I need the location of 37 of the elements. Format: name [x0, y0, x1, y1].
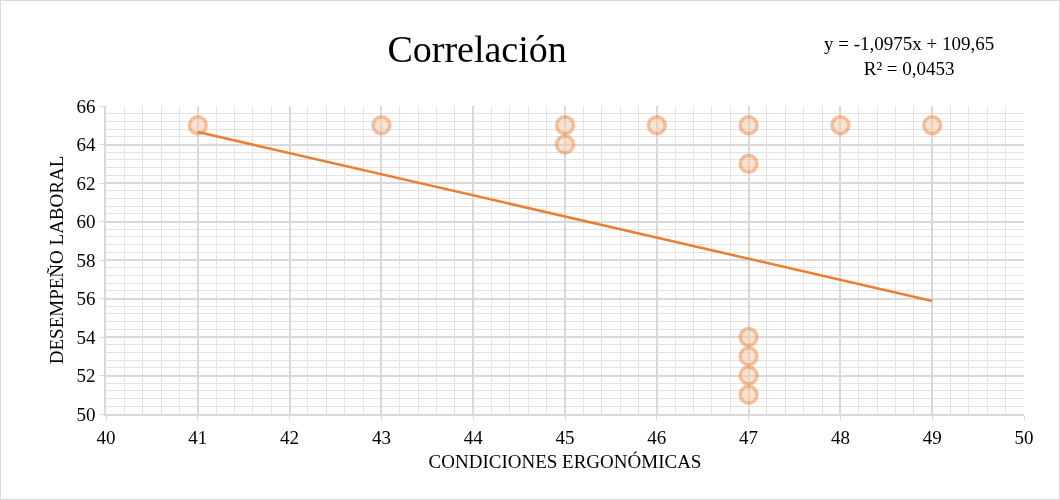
point [738, 384, 759, 405]
point [830, 115, 851, 136]
x-tick-label: 44 [463, 426, 484, 448]
x-tick-label: 42 [280, 426, 300, 448]
y-axis-title: DESEMPEÑO LABORAL [45, 155, 67, 365]
chart-title: Correlación [387, 28, 567, 71]
x-tick-label: 45 [555, 426, 575, 448]
point [738, 326, 759, 348]
x-tick-label: 47 [739, 426, 759, 448]
y-tick-label: 64 [76, 134, 96, 156]
x-tick-label: 49 [922, 426, 942, 448]
x-tick-label: 46 [647, 426, 667, 448]
point [738, 365, 759, 386]
x-tick-label: 41 [188, 426, 208, 448]
x-tick-label: 43 [371, 426, 391, 448]
point [646, 115, 668, 136]
y-tick-label: 66 [76, 95, 96, 117]
y-tick-label: 54 [76, 326, 96, 348]
point [738, 346, 759, 367]
point [187, 115, 209, 136]
point [371, 115, 392, 136]
y-tick-label: 52 [76, 365, 96, 387]
point [921, 115, 943, 136]
y-tick-label: 60 [76, 211, 96, 233]
y-tick-label: 62 [76, 172, 96, 194]
point [554, 115, 576, 136]
point [738, 153, 759, 174]
point [738, 115, 759, 136]
y-tick-label: 50 [76, 403, 96, 425]
x-tick-label: 40 [96, 426, 116, 448]
text: y = -1,0975x + 109,65 R² = 0,0453 [824, 33, 995, 79]
x-axis-title: CONDICIONES ERGONÓMICAS [428, 450, 702, 472]
y-tick-label: 56 [76, 288, 96, 310]
x-tick-label: 48 [830, 426, 850, 448]
x-tick-label: 50 [1014, 426, 1034, 448]
y-tick-label: 58 [76, 249, 96, 271]
point [554, 134, 576, 155]
